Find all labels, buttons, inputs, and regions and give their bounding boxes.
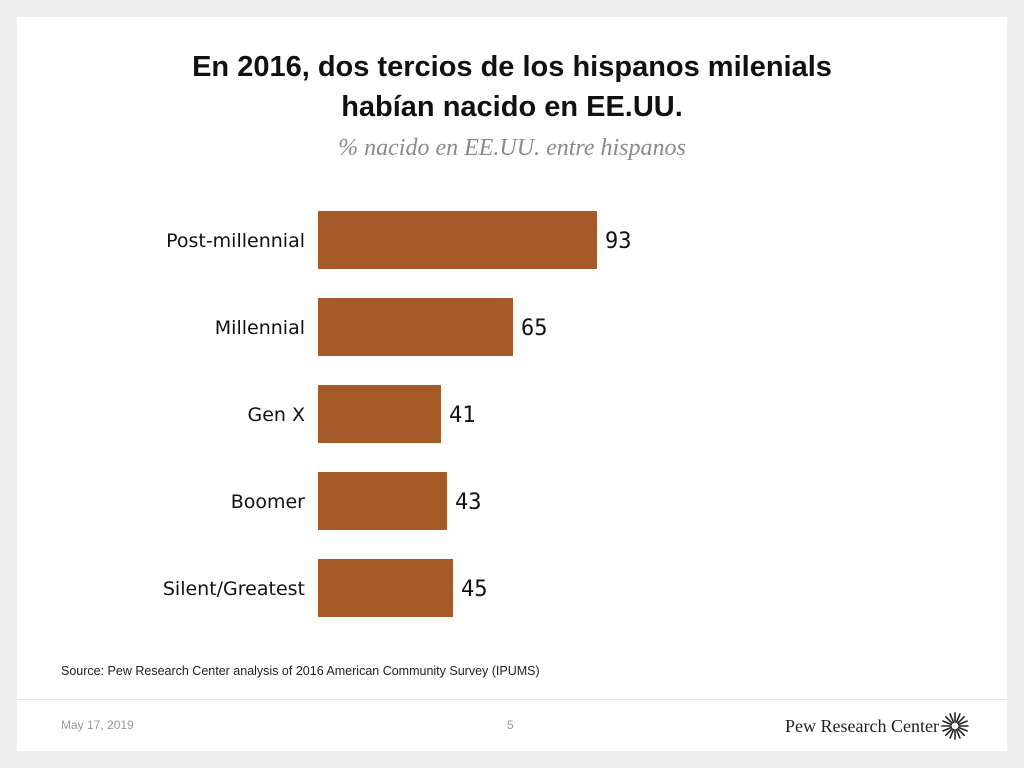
category-label-post-millennial: Post-millennial xyxy=(166,230,305,252)
bar-millennial xyxy=(318,298,513,356)
value-label-post-millennial: 93 xyxy=(605,229,632,254)
bar-chart: Post-millennial 93 Millennial 65 Gen X 41 Boom… xyxy=(163,211,632,617)
page-number: 5 xyxy=(507,718,514,732)
footer-divider xyxy=(17,699,1007,700)
value-label-boomer: 43 xyxy=(455,490,482,515)
value-label-millennial: 65 xyxy=(521,316,548,341)
bar-silent-greatest xyxy=(318,559,453,617)
source-note: Source: Pew Research Center analysis of … xyxy=(61,664,540,678)
category-label-millennial: Millennial xyxy=(215,317,305,339)
brand-name: Pew Research Center xyxy=(785,716,939,736)
category-label-boomer: Boomer xyxy=(231,491,305,513)
footer-date: May 17, 2019 xyxy=(61,718,134,732)
bar-boomer xyxy=(318,472,447,530)
chart-title-line-2: habían nacido en EE.UU. xyxy=(341,91,683,123)
value-label-silent-greatest: 45 xyxy=(461,577,488,602)
bar-post-millennial xyxy=(318,211,597,269)
slide: En 2016, dos tercios de los hispanos mil… xyxy=(17,17,1007,751)
chart-title: En 2016, dos tercios de los hispanos mil… xyxy=(17,47,1007,127)
category-label-gen-x: Gen X xyxy=(247,404,305,426)
category-label-silent-greatest: Silent/Greatest xyxy=(163,578,305,600)
pew-logo-icon xyxy=(941,712,969,740)
value-label-gen-x: 41 xyxy=(449,403,476,428)
chart-title-line-1: En 2016, dos tercios de los hispanos mil… xyxy=(192,51,832,83)
bar-gen-x xyxy=(318,385,441,443)
chart-subtitle: % nacido en EE.UU. entre hispanos xyxy=(338,135,686,161)
